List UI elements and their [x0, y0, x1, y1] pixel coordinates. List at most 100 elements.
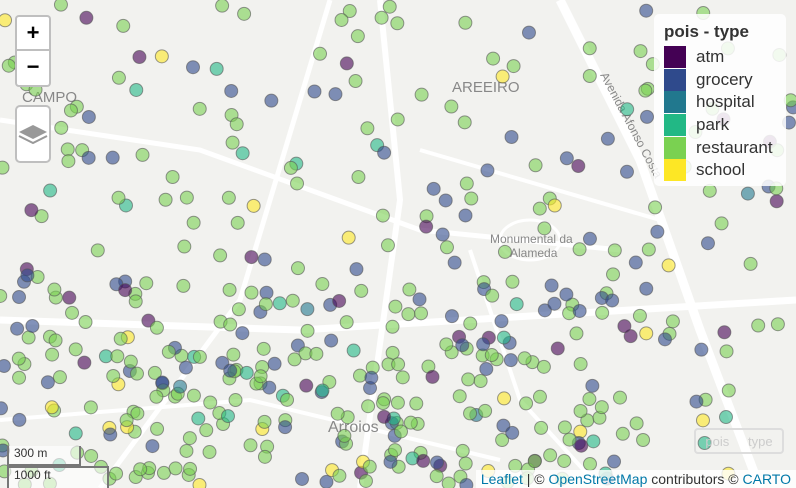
poi-marker[interactable] — [300, 302, 315, 317]
poi-marker[interactable] — [661, 258, 676, 273]
poi-marker[interactable] — [505, 425, 520, 440]
poi-marker[interactable] — [192, 477, 207, 488]
poi-marker[interactable] — [278, 420, 293, 435]
poi-marker[interactable] — [267, 356, 282, 371]
poi-marker[interactable] — [81, 150, 96, 165]
poi-marker[interactable] — [90, 243, 105, 258]
poi-marker[interactable] — [464, 191, 479, 206]
poi-marker[interactable] — [40, 375, 55, 390]
poi-marker[interactable] — [573, 404, 588, 419]
poi-marker[interactable] — [60, 142, 75, 157]
poi-marker[interactable] — [116, 18, 131, 33]
poi-marker[interactable] — [299, 378, 314, 393]
poi-marker[interactable] — [615, 426, 630, 441]
poi-marker[interactable] — [419, 219, 434, 234]
poi-marker[interactable] — [199, 423, 214, 438]
poi-marker[interactable] — [186, 388, 201, 403]
poi-marker[interactable] — [78, 315, 93, 330]
poi-marker[interactable] — [256, 341, 271, 356]
poi-marker[interactable] — [176, 278, 191, 293]
poi-marker[interactable] — [537, 221, 552, 236]
poi-marker[interactable] — [48, 333, 63, 348]
poi-marker[interactable] — [161, 344, 176, 359]
poi-marker[interactable] — [213, 248, 228, 263]
poi-marker[interactable] — [221, 190, 236, 205]
poi-marker[interactable] — [402, 282, 417, 297]
poi-marker[interactable] — [376, 396, 391, 411]
poi-marker[interactable] — [582, 231, 597, 246]
poi-marker[interactable] — [505, 274, 520, 289]
poi-marker[interactable] — [607, 454, 622, 469]
poi-marker[interactable] — [494, 314, 509, 329]
poi-marker[interactable] — [243, 438, 258, 453]
poi-marker[interactable] — [557, 420, 572, 435]
poi-marker[interactable] — [349, 262, 364, 277]
poi-marker[interactable] — [179, 443, 194, 458]
poi-marker[interactable] — [478, 403, 493, 418]
poi-marker[interactable] — [12, 412, 27, 427]
poi-marker[interactable] — [68, 426, 83, 441]
poi-marker[interactable] — [458, 15, 473, 30]
poi-marker[interactable] — [309, 346, 324, 361]
poi-marker[interactable] — [620, 102, 635, 117]
poi-marker[interactable] — [179, 190, 194, 205]
poi-marker[interactable] — [536, 359, 551, 374]
poi-marker[interactable] — [504, 129, 519, 144]
zoom-out[interactable]: − — [15, 51, 51, 87]
poi-marker[interactable] — [47, 282, 62, 297]
poi-marker[interactable] — [528, 158, 543, 173]
poi-marker[interactable] — [223, 317, 238, 332]
poi-marker[interactable] — [25, 318, 40, 333]
poi-marker[interactable] — [332, 468, 347, 483]
poi-marker[interactable] — [521, 25, 536, 40]
poi-marker[interactable] — [264, 93, 279, 108]
poi-marker[interactable] — [155, 375, 170, 390]
poi-marker[interactable] — [394, 424, 409, 439]
poi-marker[interactable] — [54, 120, 69, 135]
poi-marker[interactable] — [648, 200, 663, 215]
poi-marker[interactable] — [202, 445, 217, 460]
poi-marker[interactable] — [459, 478, 474, 488]
poi-marker[interactable] — [717, 325, 732, 340]
poi-marker[interactable] — [632, 308, 647, 323]
poi-marker[interactable] — [177, 239, 192, 254]
poi-marker[interactable] — [119, 413, 134, 428]
poi-marker[interactable] — [582, 41, 597, 56]
poi-marker[interactable] — [463, 316, 478, 331]
poi-marker[interactable] — [290, 261, 305, 276]
poi-marker[interactable] — [574, 438, 589, 453]
poi-marker[interactable] — [380, 238, 395, 253]
poi-marker[interactable] — [426, 181, 441, 196]
poi-marker[interactable] — [0, 359, 11, 373]
poi-marker[interactable] — [388, 299, 403, 314]
poi-marker[interactable] — [313, 46, 328, 61]
poi-marker[interactable] — [362, 459, 377, 474]
poi-marker[interactable] — [383, 454, 398, 469]
poi-marker[interactable] — [44, 400, 59, 415]
poi-marker[interactable] — [132, 50, 147, 65]
poi-marker[interactable] — [595, 305, 610, 320]
poi-marker[interactable] — [650, 224, 665, 239]
poi-marker[interactable] — [416, 453, 431, 468]
poi-marker[interactable] — [665, 314, 680, 329]
poi-marker[interactable] — [639, 281, 654, 296]
poi-marker[interactable] — [231, 302, 246, 317]
poi-marker[interactable] — [657, 332, 672, 347]
poi-marker[interactable] — [149, 389, 164, 404]
poi-marker[interactable] — [458, 208, 473, 223]
poi-marker[interactable] — [147, 365, 162, 380]
poi-marker[interactable] — [133, 462, 148, 477]
poi-marker[interactable] — [486, 51, 501, 66]
poi-marker[interactable] — [721, 383, 736, 398]
poi-marker[interactable] — [186, 60, 201, 75]
poi-marker[interactable] — [239, 365, 254, 380]
poi-marker[interactable] — [43, 183, 58, 198]
poi-marker[interactable] — [110, 349, 125, 364]
poi-marker[interactable] — [0, 160, 10, 175]
poi-marker[interactable] — [694, 342, 709, 357]
poi-marker[interactable] — [262, 380, 277, 395]
poi-marker[interactable] — [11, 351, 26, 366]
poi-marker[interactable] — [496, 330, 511, 345]
poi-marker[interactable] — [182, 431, 197, 446]
poi-marker[interactable] — [594, 400, 609, 415]
